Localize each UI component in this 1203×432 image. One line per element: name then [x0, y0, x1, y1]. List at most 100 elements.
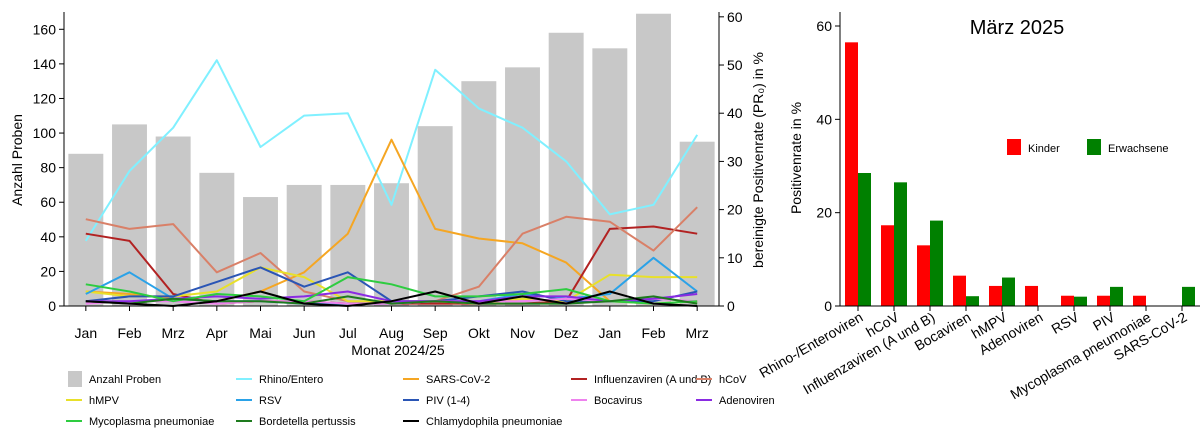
legend-label: Chlamydophila pneumoniae	[426, 416, 562, 428]
right-y-tick-label: 60	[727, 9, 743, 25]
legend-item-mycoplasma-pneumoniae: Mycoplasma pneumoniae	[66, 416, 214, 428]
bar-erwachsene-piv	[1110, 286, 1123, 306]
legend-label: PIV (1-4)	[426, 395, 470, 407]
sample-bar-9	[417, 126, 453, 306]
monthly-chart-axes: 0 20 40 60 80 100 120 140 160 0 10 20 30 40 50 60 Jan Feb…	[33, 9, 743, 341]
bar-kinder-hcov	[881, 225, 894, 306]
bar-erwachsene-hmpv	[1002, 277, 1015, 306]
legend-item-kinder: Kinder	[1007, 139, 1060, 155]
bar-kinder-influenzaviren-a-und-b	[917, 245, 930, 306]
right-y-tick-label: 0	[727, 298, 735, 314]
x-tick-label: Aug	[379, 325, 404, 341]
bar-kinder-adenoviren	[1025, 285, 1038, 306]
x-tick-label: Okt	[468, 325, 490, 341]
left-y-tick-label: 40	[40, 229, 56, 245]
left-y-axis-label: Anzahl Proben	[9, 114, 25, 206]
bar-erwachsene-hcov	[894, 182, 907, 306]
sample-bar-10	[461, 81, 497, 306]
legend-label: Influenzaviren (A und B)	[594, 374, 711, 386]
sample-bar-3	[155, 136, 191, 306]
x-tick-label: Nov	[510, 325, 535, 341]
sample-bar-4	[199, 172, 235, 306]
legend-swatch	[1007, 139, 1021, 155]
x-axis-label: Monat 2024/25	[351, 342, 445, 358]
line-rhino-entero	[84, 59, 699, 242]
legend-item-anzahl-proben: Anzahl Proben	[68, 371, 161, 387]
bar-erwachsene-bocaviren	[966, 296, 979, 306]
positivity-lines	[84, 59, 699, 307]
march-y-tick-label: 20	[816, 205, 832, 221]
right-y-tick-label: 50	[727, 57, 743, 73]
sample-bar-13	[592, 48, 628, 306]
left-y-tick-label: 140	[33, 56, 57, 72]
bar-erwachsene-rhino-enteroviren	[858, 173, 871, 306]
legend-item-rsv: RSV	[236, 395, 282, 407]
left-y-tick-label: 100	[33, 125, 57, 141]
x-tick-label: Jun	[293, 325, 316, 341]
bar-kinder-piv	[1097, 295, 1110, 306]
monthly-chart-legend: Anzahl Proben Rhino/Entero SARS-CoV-2 Influ…	[66, 371, 775, 428]
right-y-tick-label: 30	[727, 153, 743, 169]
legend-item-bordetella-pertussis: Bordetella pertussis	[236, 416, 356, 428]
x-tick-label: Sep	[423, 325, 448, 341]
legend-label: Erwachsene	[1108, 143, 1169, 155]
legend-item-rhino-entero: Rhino/Entero	[236, 374, 323, 386]
sample-bar-14	[636, 13, 671, 307]
right-y-axis-label: bereinigte Positivenrate (PR₀) in %	[750, 52, 766, 268]
monthly-chart: 0 20 40 60 80 100 120 140 160 0 10 20 30 40 50 60 Jan Feb…	[9, 9, 775, 428]
legend-label: Kinder	[1028, 143, 1060, 155]
sample-bar-2	[112, 124, 147, 306]
bar-kinder-hmpv	[989, 285, 1002, 306]
sample-bar-5	[243, 197, 278, 306]
legend-label: Mycoplasma pneumoniae	[89, 416, 214, 428]
legend-label: Anzahl Proben	[89, 374, 161, 386]
legend-label: hMPV	[89, 395, 120, 407]
march-y-axis-label: Positivenrate in %	[788, 102, 804, 214]
sample-bar-15	[679, 141, 715, 306]
legend-item-sars-cov-2: SARS-CoV-2	[403, 374, 490, 386]
right-y-tick-label: 40	[727, 105, 743, 121]
x-tick-label: Jan	[75, 325, 98, 341]
left-y-tick-label: 120	[33, 90, 57, 106]
x-tick-label: Mrz	[686, 325, 709, 341]
legend-label: Bordetella pertussis	[259, 416, 356, 428]
left-y-tick-label: 160	[33, 21, 57, 37]
left-y-tick-label: 80	[40, 160, 56, 176]
legend-label: Bocavirus	[594, 395, 643, 407]
sample-bar-1	[68, 153, 104, 306]
legend-label: SARS-CoV-2	[426, 374, 490, 386]
x-tick-label: Mrz	[162, 325, 185, 341]
x-tick-label: Feb	[641, 325, 665, 341]
march-y-tick-label: 40	[816, 111, 832, 127]
left-y-tick-label: 0	[48, 298, 56, 314]
legend-swatch	[68, 371, 82, 387]
line-chlamydophila-pneumoniae	[85, 290, 698, 307]
x-tick-label: Apr	[206, 325, 228, 341]
sample-bar-6	[286, 184, 322, 306]
legend-label: hCoV	[719, 374, 747, 386]
bar-kinder-mycoplasma-pneumoniae	[1133, 295, 1146, 306]
march-y-tick-label: 0	[824, 298, 832, 314]
march-chart-title: März 2025	[970, 17, 1065, 39]
right-y-tick-label: 10	[727, 250, 743, 266]
legend-item-erwachsene: Erwachsene	[1087, 139, 1169, 155]
sample-bar-7	[330, 184, 366, 306]
legend-item-piv-1-4: PIV (1-4)	[403, 395, 470, 407]
march-chart-legend: Kinder Erwachsene	[1007, 139, 1169, 155]
bar-erwachsene-rsv	[1074, 296, 1087, 306]
bar-kinder-rhino-enteroviren	[845, 42, 858, 306]
sample-bar-12	[548, 32, 584, 307]
x-tick-label: Jul	[339, 325, 357, 341]
x-tick-label: Mai	[249, 325, 272, 341]
bar-erwachsene-influenzaviren-a-und-b	[930, 220, 943, 306]
march-x-tick-label: RSV	[1049, 308, 1083, 337]
bar-kinder-bocaviren	[953, 275, 966, 306]
x-tick-label: Feb	[117, 325, 141, 341]
legend-label: Adenoviren	[719, 395, 775, 407]
line-bordetella-pertussis	[85, 295, 698, 305]
march-chart-axes: 0204060Rhino-/EnterovirenhCoVInfluenzavi…	[756, 12, 1200, 402]
legend-label: RSV	[259, 395, 282, 407]
right-y-tick-label: 20	[727, 202, 743, 218]
legend-item-influenzaviren-a-und-b: Influenzaviren (A und B)	[571, 374, 711, 386]
